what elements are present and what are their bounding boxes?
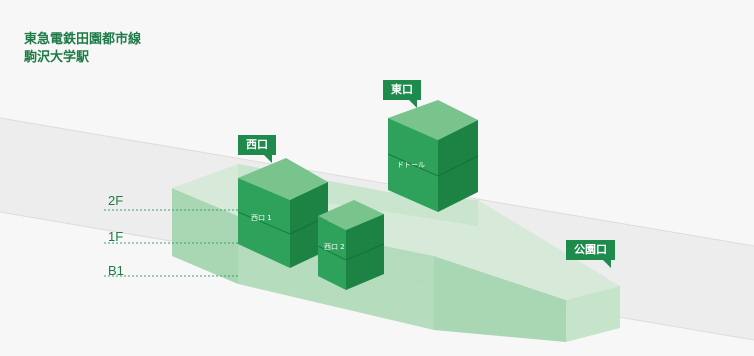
building-west-1-floorline [237, 211, 291, 235]
building-west-2 [317, 200, 385, 290]
street-edge-top [0, 117, 754, 247]
building-doutor-floorline-side [437, 155, 479, 177]
building-doutor-top [388, 100, 478, 140]
building-west-2-floorline-side [345, 243, 385, 261]
building-label-west-1: 西口 1 [251, 214, 272, 222]
building-west-1-top [238, 158, 328, 200]
building-label-doutor: ドトール [397, 161, 425, 169]
concourse-corridor-front [434, 256, 566, 342]
concourse-corridor-end [566, 286, 620, 342]
building-doutor [387, 100, 479, 212]
floor-label-2F: 2F [108, 193, 124, 208]
concourse-left-front [172, 188, 238, 284]
building-label-west-2: 西口 2 [324, 243, 345, 251]
building-west-2-top [318, 200, 384, 230]
station-title: 東急電鉄田園都市線 駒沢大学駅 [24, 31, 141, 67]
exit-badge-east: 東口 [383, 80, 421, 108]
building-doutor-floorline [387, 153, 439, 177]
floor-label-1F: 1F [108, 229, 124, 244]
building-west-2-floorline [317, 245, 347, 261]
station-line-name: 東急電鉄田園都市線 [24, 32, 142, 47]
exit-badge-park: 公園口 [566, 240, 615, 268]
exit-badge-west: 西口 [238, 135, 276, 163]
station-name: 駒沢大学駅 [24, 50, 90, 65]
floor-label-B1: B1 [108, 263, 124, 278]
